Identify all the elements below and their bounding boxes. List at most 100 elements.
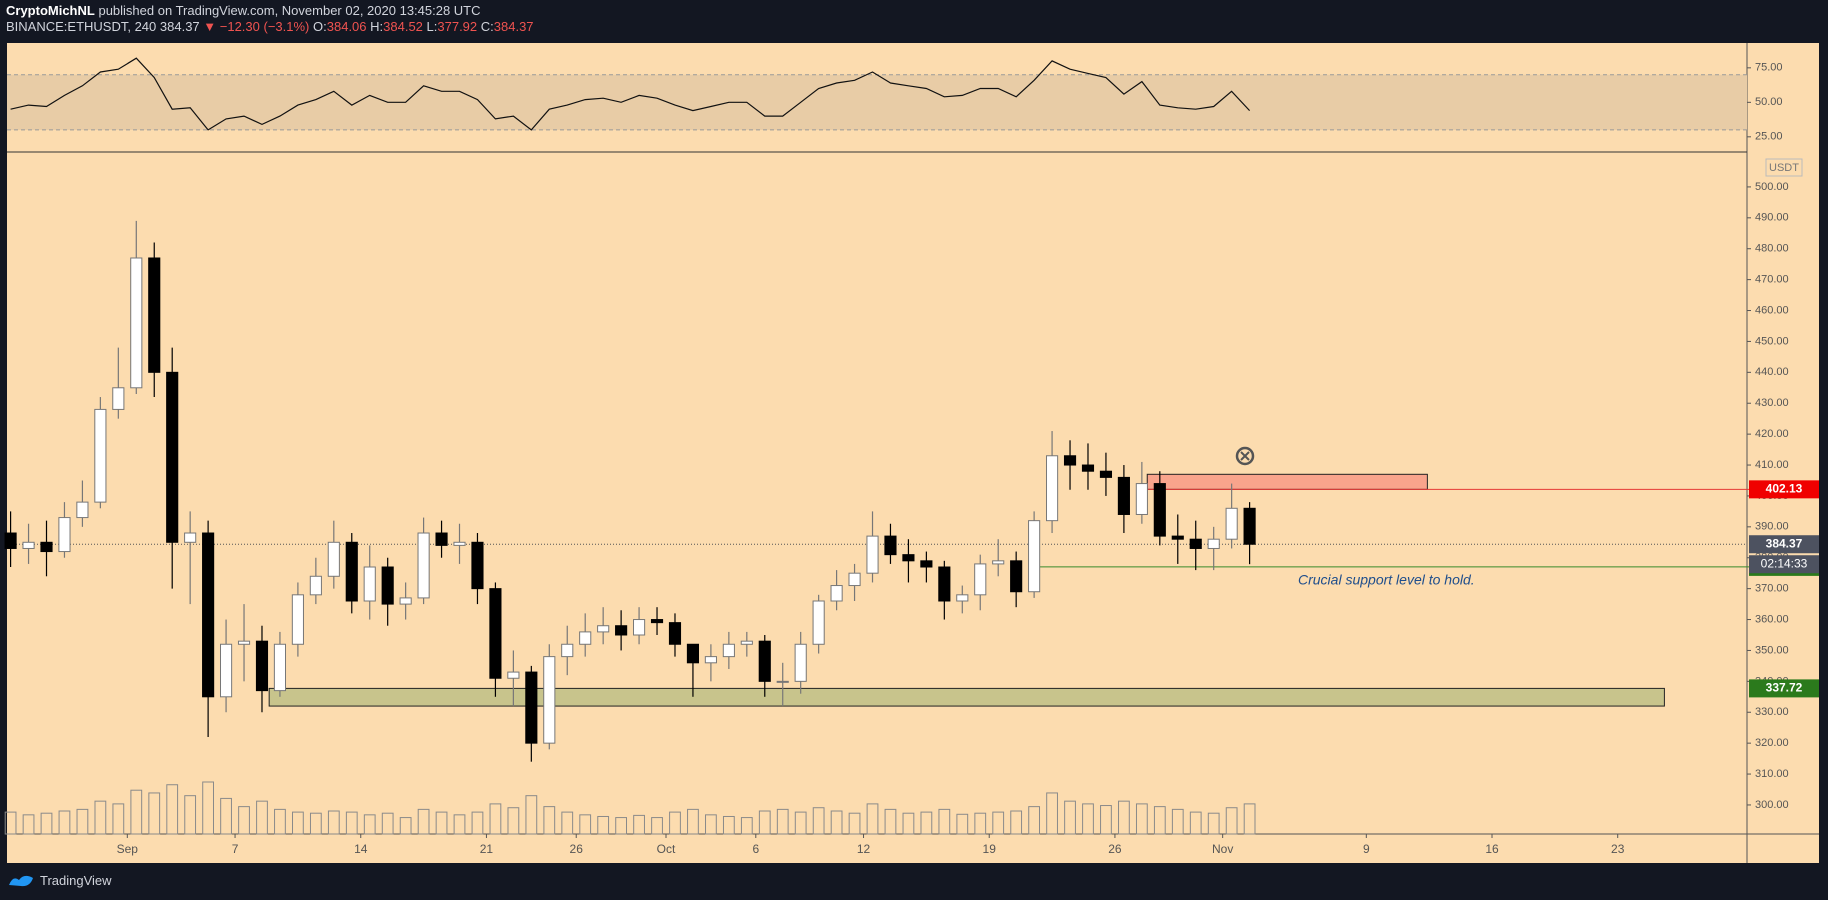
price-label-box <box>1749 535 1819 554</box>
volume-bar <box>812 807 825 835</box>
symbol: BINANCE:ETHUSDT, 240 <box>6 19 157 34</box>
volume-bar <box>1243 803 1256 835</box>
volume-bar <box>1189 811 1202 835</box>
candle-body <box>237 640 251 645</box>
y-tick-label: 420.00 <box>1755 428 1789 440</box>
candle-body <box>848 572 861 587</box>
candle-body <box>1010 560 1023 593</box>
candle-body <box>1099 470 1113 478</box>
candle-body <box>974 563 987 596</box>
change: ▼ −12.30 (−3.1%) <box>203 19 310 34</box>
volume-bar <box>471 811 484 835</box>
y-tick-label: 480.00 <box>1755 243 1789 255</box>
candle-body <box>650 619 664 624</box>
y-tick-label: 470.00 <box>1755 274 1789 286</box>
x-tick-label: 23 <box>1611 842 1625 856</box>
header: CryptoMichNL published on TradingView.co… <box>6 3 534 35</box>
candle-body <box>291 594 304 645</box>
volume-bar <box>561 811 574 835</box>
volume-bar <box>292 811 304 835</box>
header-line: BINANCE:ETHUSDT, 240 384.37 ▼ −12.30 (−3… <box>6 19 534 35</box>
volume-bar <box>507 807 520 835</box>
volume-bar <box>381 812 394 835</box>
volume-bar <box>40 812 53 835</box>
volume-bar <box>1028 806 1041 835</box>
currency-box <box>1765 158 1803 177</box>
x-tick-label: Sep <box>117 842 139 856</box>
volume-bar <box>1171 808 1184 835</box>
candle-body <box>273 643 287 692</box>
footer: TradingView <box>8 872 112 888</box>
chart-background <box>7 43 1819 863</box>
candle-body <box>1171 535 1184 540</box>
volume-bar <box>327 810 340 835</box>
candle-body <box>920 560 933 568</box>
volume-bar <box>166 784 179 835</box>
x-tick-label: 12 <box>857 842 871 856</box>
candle-body <box>1063 455 1077 466</box>
candle-body <box>579 631 592 645</box>
ohlc-label: O: <box>313 19 327 34</box>
volume-bar <box>94 800 107 835</box>
volume-bar <box>705 814 717 835</box>
candle-body <box>686 643 700 664</box>
rsi-line <box>10 57 1251 131</box>
volume-bar <box>525 795 538 835</box>
alert-icon[interactable] <box>1235 446 1255 466</box>
candle-body <box>202 532 215 698</box>
candle-body <box>1135 483 1148 515</box>
volume-bar <box>22 814 35 835</box>
volume-bar <box>345 811 358 835</box>
candle-body <box>327 541 340 577</box>
price-label-box <box>1749 679 1819 698</box>
y-tick-label: 370.00 <box>1755 583 1789 595</box>
candle-body <box>220 643 233 698</box>
x-tick-label: 7 <box>232 842 239 856</box>
candle-body <box>166 371 179 543</box>
brand[interactable]: TradingView <box>40 872 112 888</box>
volume-bar <box>830 810 843 835</box>
volume-bar <box>1046 792 1058 835</box>
volume-bar <box>220 797 232 835</box>
zone <box>1146 473 1428 490</box>
candle-body <box>866 535 879 574</box>
volume-bar <box>58 810 71 835</box>
volume-bar <box>184 795 197 835</box>
y-tick-label: 410.00 <box>1755 459 1789 471</box>
volume-bar <box>615 817 628 835</box>
x-tick-label: Nov <box>1212 842 1233 856</box>
y-tick-label: 490.00 <box>1755 212 1789 224</box>
candle-body <box>1153 483 1166 537</box>
price-label: 384.37 <box>1766 536 1803 550</box>
volume-bar <box>238 806 250 835</box>
volume-bar <box>1225 807 1238 835</box>
ohlc-label: C: <box>480 19 494 34</box>
x-tick-label: 14 <box>354 842 368 856</box>
candle-body <box>722 643 735 658</box>
candle-body <box>22 541 35 549</box>
currency: USDT <box>1769 162 1799 174</box>
publisher[interactable]: CryptoMichNL <box>6 3 95 18</box>
candle-body <box>938 566 951 602</box>
x-tick-label: 16 <box>1485 842 1499 856</box>
candle-body <box>345 541 358 602</box>
y-tick-label: 450.00 <box>1755 335 1789 347</box>
candle-body <box>1028 520 1041 593</box>
y-tick-label: 350.00 <box>1755 644 1789 656</box>
candle-body <box>507 671 520 679</box>
volume-bar <box>956 813 969 835</box>
candle-body <box>830 585 843 602</box>
volume-bar <box>758 810 771 835</box>
volume-bar <box>633 814 645 835</box>
ohlc-value: 384.37 <box>493 19 534 34</box>
candle-body <box>668 622 682 645</box>
price-label-box <box>1749 480 1819 499</box>
volume-bar <box>130 789 143 835</box>
y-tick-label: 360.00 <box>1755 613 1789 625</box>
candle-body <box>184 532 197 543</box>
volume-bar <box>776 808 789 835</box>
candle-body <box>148 257 161 373</box>
candle-body <box>992 560 1005 565</box>
alert-icon <box>1240 451 1250 461</box>
